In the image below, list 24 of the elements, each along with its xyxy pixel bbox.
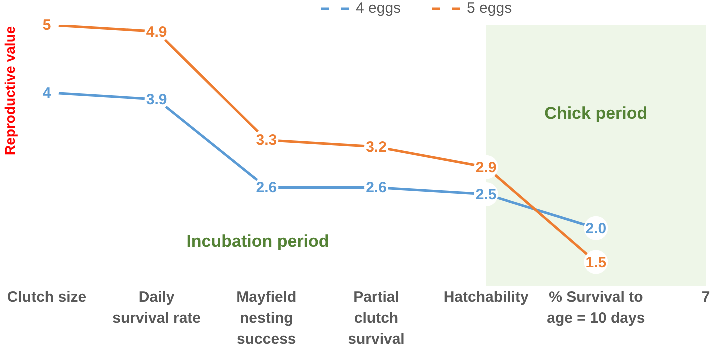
x-tick-label: Daily survival rate [112, 289, 202, 327]
data-label: 3.9 [146, 92, 168, 109]
data-label: 5 [42, 17, 52, 34]
data-label: 2.0 [586, 220, 607, 238]
data-label: 2.5 [476, 186, 497, 204]
annotation: Incubation period [186, 232, 330, 251]
legend-label: 4 eggs [355, 0, 402, 17]
data-label: 4.9 [146, 24, 168, 41]
data-label: 4 [42, 84, 52, 102]
x-tick-label: 7 [702, 289, 710, 306]
x-tick-label: Mayfield nesting success [236, 289, 297, 348]
legend-label: 5 eggs [466, 0, 512, 17]
x-tick-label: Hatchability [444, 289, 530, 306]
y-axis-title: Reproductive value [2, 26, 18, 156]
data-label: 3.2 [366, 139, 387, 156]
x-tick-label: Partial clutch survival [348, 289, 405, 348]
data-label: 2.6 [256, 180, 278, 197]
data-label: 2.9 [476, 159, 497, 176]
band-label: Chick period [544, 104, 648, 124]
x-tick-label: % Survival to age = 10 days [547, 289, 646, 327]
data-label: 3.3 [256, 132, 278, 150]
x-tick-label: Clutch size [7, 289, 87, 306]
data-label: 2.6 [366, 180, 387, 197]
data-label: 1.5 [586, 254, 607, 272]
